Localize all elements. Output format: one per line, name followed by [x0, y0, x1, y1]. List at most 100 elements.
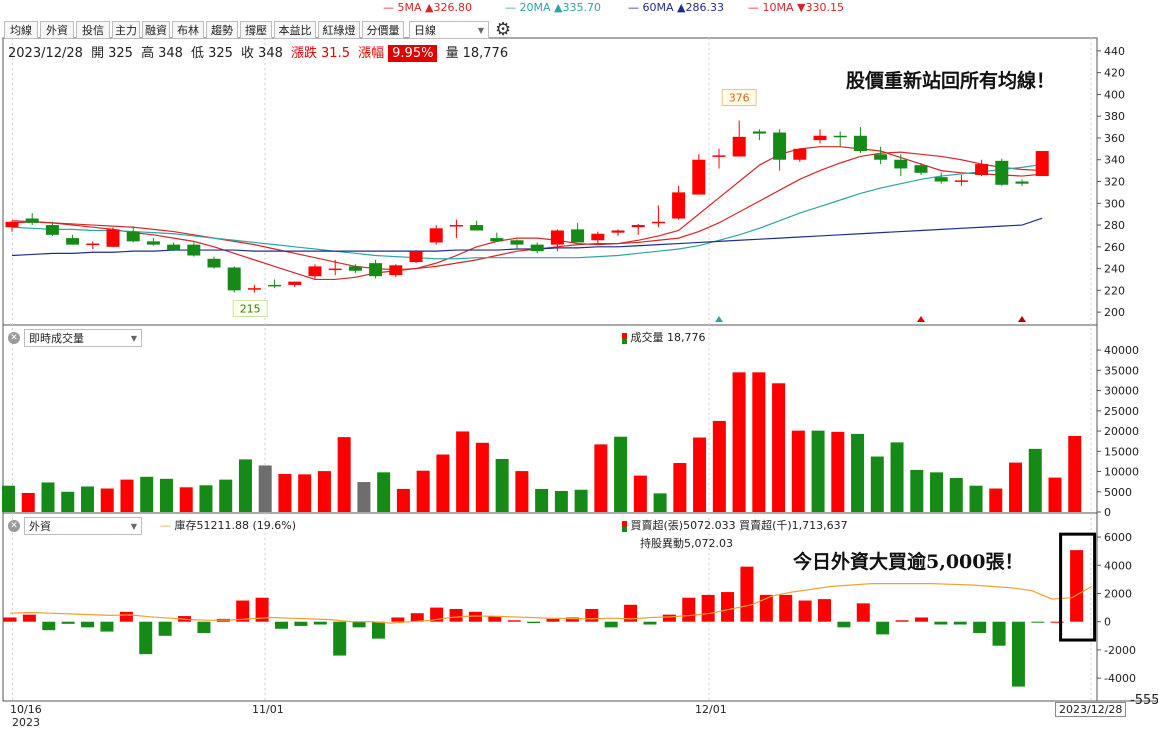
- ma10-arrow: ▼: [797, 1, 806, 14]
- ma20-legend: — 20MA ▲335.70: [505, 1, 601, 14]
- foreign-net-bar: [430, 607, 444, 622]
- candle-body: [530, 244, 544, 252]
- price-tick-label: 220: [1104, 284, 1125, 297]
- ma60-value: 286.33: [685, 1, 724, 14]
- ohlc-vol-label: 量: [445, 46, 459, 61]
- volume-panel-select[interactable]: 即時成交量 ▼: [24, 329, 142, 347]
- highlight-box: [1059, 532, 1097, 642]
- candle-body: [490, 238, 504, 242]
- foreign-tick-label: -4000: [1104, 672, 1136, 685]
- toolbar-button-volume-profile[interactable]: 分價量: [362, 21, 404, 39]
- gear-icon[interactable]: ⚙: [495, 19, 512, 40]
- toolbar-button-pe[interactable]: 本益比: [274, 21, 316, 39]
- toolbar-button-trust[interactable]: 投信: [76, 21, 110, 39]
- foreign-net-bar: [624, 604, 638, 622]
- volume-bar: [396, 488, 410, 512]
- volume-bar: [337, 437, 351, 512]
- foreign-net-bar: [527, 621, 541, 624]
- foreign-net-bar: [352, 621, 366, 628]
- volume-bar: [298, 474, 312, 512]
- candle-body: [591, 233, 605, 241]
- candle-body: [369, 263, 383, 277]
- volume-tick-label: 5000: [1104, 486, 1132, 499]
- toolbar-button-bollinger[interactable]: 布林: [172, 21, 204, 39]
- volume-bar: [752, 372, 766, 512]
- foreign-net-bar: [488, 616, 502, 622]
- foreign-net-bar: [1070, 550, 1084, 622]
- ma-line-20ma: [11, 163, 1043, 260]
- volume-bar: [851, 433, 865, 512]
- foreign-panel-select[interactable]: 外資 ▼: [24, 517, 142, 535]
- foreign-annotation: 今日外資大買逾5,000張！: [793, 551, 1024, 573]
- ohlc-change: 31.5: [321, 46, 350, 61]
- foreign-net-bar: [313, 621, 327, 625]
- volume-bar: [1068, 436, 1082, 512]
- candle-body: [813, 135, 827, 141]
- volume-bar: [258, 465, 272, 512]
- foreign-net-bar: [61, 621, 75, 624]
- volume-legend-label: 成交量: [630, 331, 664, 344]
- foreign-tick-label: 6000: [1104, 531, 1132, 544]
- toolbar-button-ma[interactable]: 均線: [4, 21, 38, 39]
- candle-body: [227, 267, 241, 291]
- volume-bar: [989, 488, 1003, 512]
- foreign-net-bar: [914, 617, 928, 622]
- foreign-net-bar: [449, 609, 463, 622]
- toolbar-button-foreign[interactable]: 外資: [40, 21, 74, 39]
- ohlc-pct-badge: 9.95%: [388, 45, 438, 62]
- volume-bar: [317, 471, 331, 512]
- toolbar-button-support[interactable]: 撐壓: [240, 21, 272, 39]
- ohlc-open-label: 開: [91, 46, 105, 61]
- ohlc-close-label: 收: [241, 46, 255, 61]
- candle-body: [914, 165, 928, 173]
- candle-body: [1015, 181, 1029, 184]
- close-foreign-panel-icon[interactable]: ✕: [8, 520, 20, 532]
- price-tick-label: 340: [1104, 154, 1125, 167]
- volume-tick-label: 10000: [1104, 466, 1139, 479]
- ohlc-low-label: 低: [191, 46, 205, 61]
- foreign-net-bar: [798, 600, 812, 622]
- price-tick-label: 240: [1104, 263, 1125, 276]
- candle-body: [409, 251, 423, 263]
- candle-body: [429, 228, 443, 243]
- volume-bar: [554, 490, 568, 512]
- x-label-1101: 11/01: [252, 703, 284, 716]
- volume-bar: [1009, 462, 1023, 512]
- toolbar-button-trend[interactable]: 趨勢: [206, 21, 238, 39]
- foreign-net-bar: [410, 613, 424, 622]
- foreign-net-bar: [721, 592, 735, 622]
- volume-bar: [1028, 448, 1042, 512]
- candle-body: [692, 159, 706, 195]
- candle-body: [328, 268, 342, 271]
- price-tick-label: 440: [1104, 45, 1125, 58]
- volume-legend: 成交量 18,776: [622, 329, 706, 345]
- toolbar-button-margin[interactable]: 融資: [142, 21, 170, 39]
- foreign-net-bar: [779, 594, 793, 622]
- candle-body: [510, 240, 524, 245]
- volume-bar: [910, 469, 924, 512]
- volume-bar: [693, 437, 707, 512]
- volume-tick-label: 35000: [1104, 364, 1139, 377]
- foreign-tick-label: -2000: [1104, 644, 1136, 657]
- volume-tick-label: 20000: [1104, 425, 1139, 438]
- price-tick-label: 400: [1104, 88, 1125, 101]
- candle-body: [651, 221, 665, 224]
- ma10-value: 330.15: [805, 1, 844, 14]
- foreign-net-bar: [158, 621, 172, 636]
- volume-bar: [179, 487, 193, 512]
- close-volume-panel-icon[interactable]: ✕: [8, 332, 20, 344]
- candle-body: [793, 148, 807, 160]
- candle-body: [752, 131, 766, 134]
- toolbar-button-traffic-light[interactable]: 紅綠燈: [318, 21, 360, 39]
- chevron-down-icon: ▼: [130, 522, 137, 531]
- candle-body: [1035, 151, 1049, 177]
- foreign-tick-label: 2000: [1104, 587, 1132, 600]
- candle-body: [672, 192, 686, 219]
- toolbar-button-main-force[interactable]: 主力: [112, 21, 140, 39]
- ma10-label: 10MA: [762, 1, 794, 14]
- ma60-arrow: ▲: [677, 1, 686, 14]
- axis-label-layer: 200 220 240 260 280 300 320 340 360 380 400 420 440 3…: [232, 45, 1158, 708]
- ma-line-60ma: [11, 217, 1043, 257]
- period-select[interactable]: 日線 ▼: [409, 21, 489, 39]
- foreign-net-bar: [139, 621, 153, 655]
